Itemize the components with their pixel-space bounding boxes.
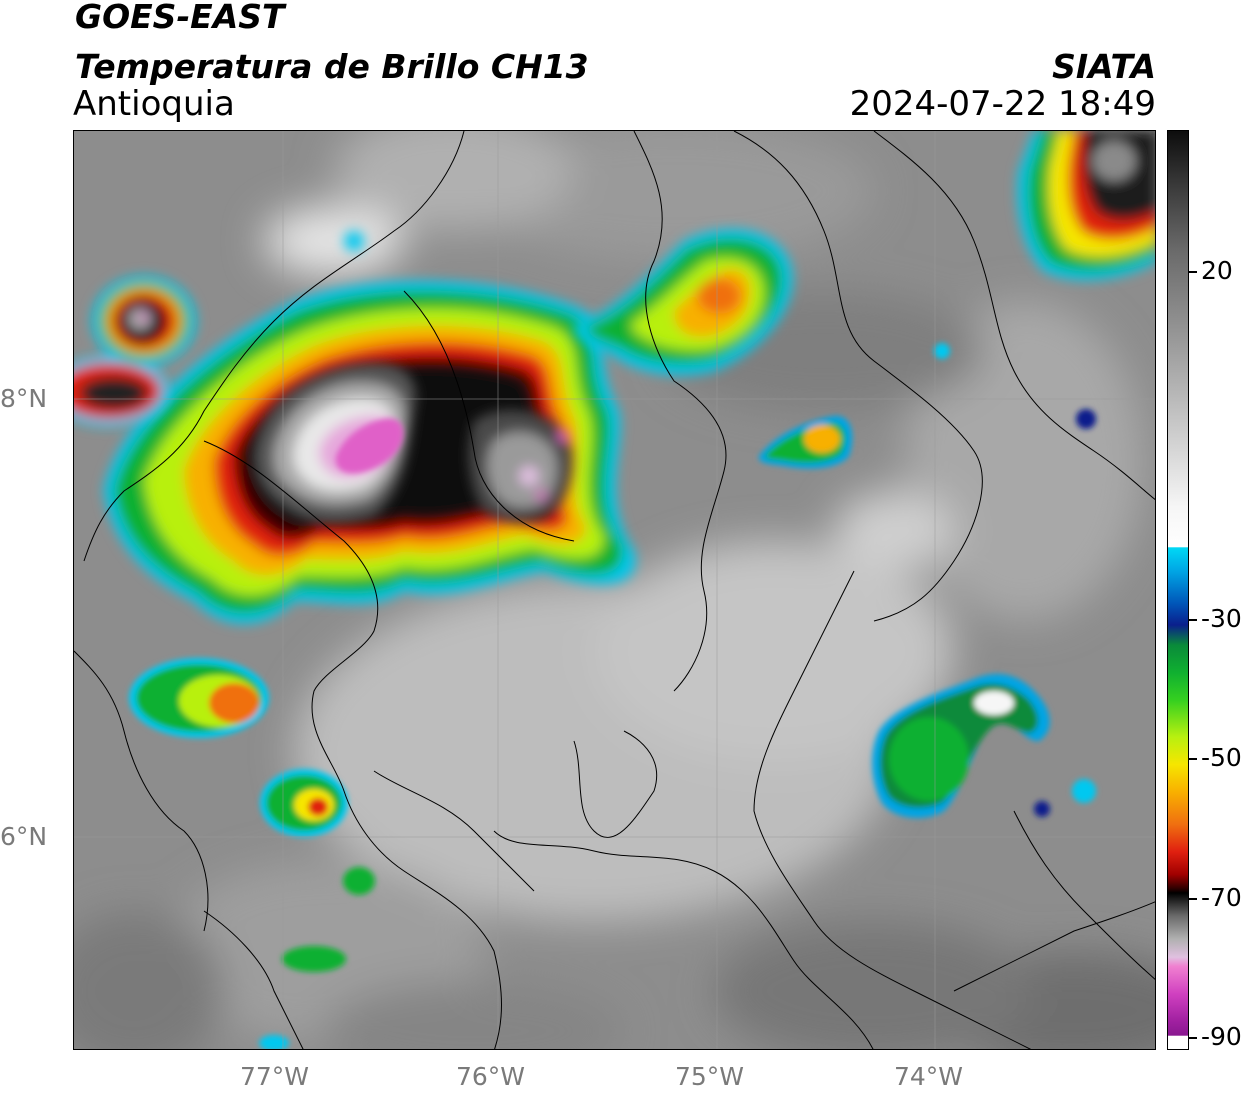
storm-northwest [74,276,196,426]
colorbar-label: -30 [1201,604,1242,633]
colorbar-tick-minus70 [1189,898,1197,900]
lat-label-6n: 6°N [0,822,48,851]
storm-main [104,280,636,624]
timestamp-label: 2024-07-22 18:49 [849,84,1156,124]
colorbar-label: -90 [1201,1022,1242,1051]
lon-label-77w: 77°W [240,1062,310,1091]
agency-label: SIATA [1052,47,1156,86]
colorbar-tick-minus30 [1189,619,1197,621]
political-borders [74,131,1155,1049]
lat-label-8n: 8°N [0,384,48,413]
graticule [74,131,1155,1049]
brightness-temperature-image [74,131,1155,1049]
colorbar-tick-minus90 [1189,1037,1197,1039]
region-label: Antioquia [73,84,235,124]
cloud-texture [74,131,1155,1049]
temperature-colorbar [1167,130,1189,1050]
colorbar-label: -50 [1201,743,1242,772]
storm-southeast [872,343,1096,818]
lon-label-74w: 74°W [894,1062,964,1091]
storm-east-small [758,415,853,469]
storm-northeast [1017,131,1155,280]
lon-label-75w: 75°W [675,1062,745,1091]
lon-label-76w: 76°W [456,1062,526,1091]
storm-north-center [344,229,793,376]
storm-southwest [129,658,375,1049]
colorbar-label: -70 [1201,883,1242,912]
satellite-map[interactable] [73,130,1156,1050]
colorbar-tick-20 [1189,271,1197,273]
satellite-title: GOES-EAST [75,0,285,36]
product-title: Temperatura de Brillo CH13 [75,47,589,86]
colorbar-label: 20 [1201,256,1233,285]
colorbar-tick-minus50 [1189,758,1197,760]
